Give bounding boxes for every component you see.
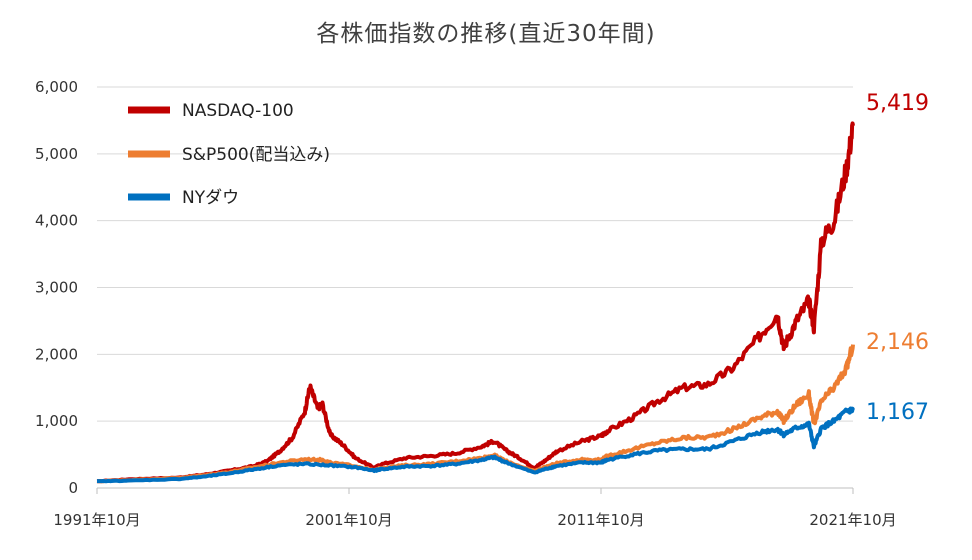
series-end-label: 2,146: [866, 330, 929, 355]
x-tick-label: 2021年10月: [809, 511, 896, 529]
legend-label: NYダウ: [182, 188, 239, 208]
series-end-label: 1,167: [866, 400, 929, 425]
legend-label: NASDAQ-100: [182, 101, 294, 121]
y-tick-label: 0: [68, 479, 78, 497]
gridlines: [97, 86, 853, 489]
y-tick-label: 5,000: [35, 145, 78, 163]
series-line: [96, 121, 855, 484]
x-tick-label: 2011年10月: [557, 511, 644, 529]
y-tick-label: 4,000: [35, 212, 78, 230]
y-tick-label: 3,000: [35, 279, 78, 297]
series-line: [97, 406, 855, 484]
x-axis-ticks: 1991年10月 2001年10月 2011年10月 2021年10月: [53, 488, 897, 529]
x-tick-label: 2001年10月: [305, 511, 392, 529]
y-tick-label: 1,000: [35, 412, 78, 430]
y-tick-label: 2,000: [35, 345, 78, 363]
legend: NASDAQ-100 S&P500(配当込み) NYダウ: [128, 101, 330, 208]
end-labels: 5,419 2,146 1,167: [866, 91, 929, 425]
y-tick-label: 6,000: [35, 78, 78, 96]
y-axis-ticks: 0 1,000 2,000 3,000 4,000 5,000 6,000: [35, 78, 78, 497]
legend-label: S&P500(配当込み): [182, 145, 330, 165]
series-lines: [96, 121, 855, 484]
series-end-label: 5,419: [866, 91, 929, 116]
x-tick-label: 1991年10月: [53, 511, 140, 529]
chart-title: 各株価指数の推移(直近30年間): [316, 21, 656, 47]
